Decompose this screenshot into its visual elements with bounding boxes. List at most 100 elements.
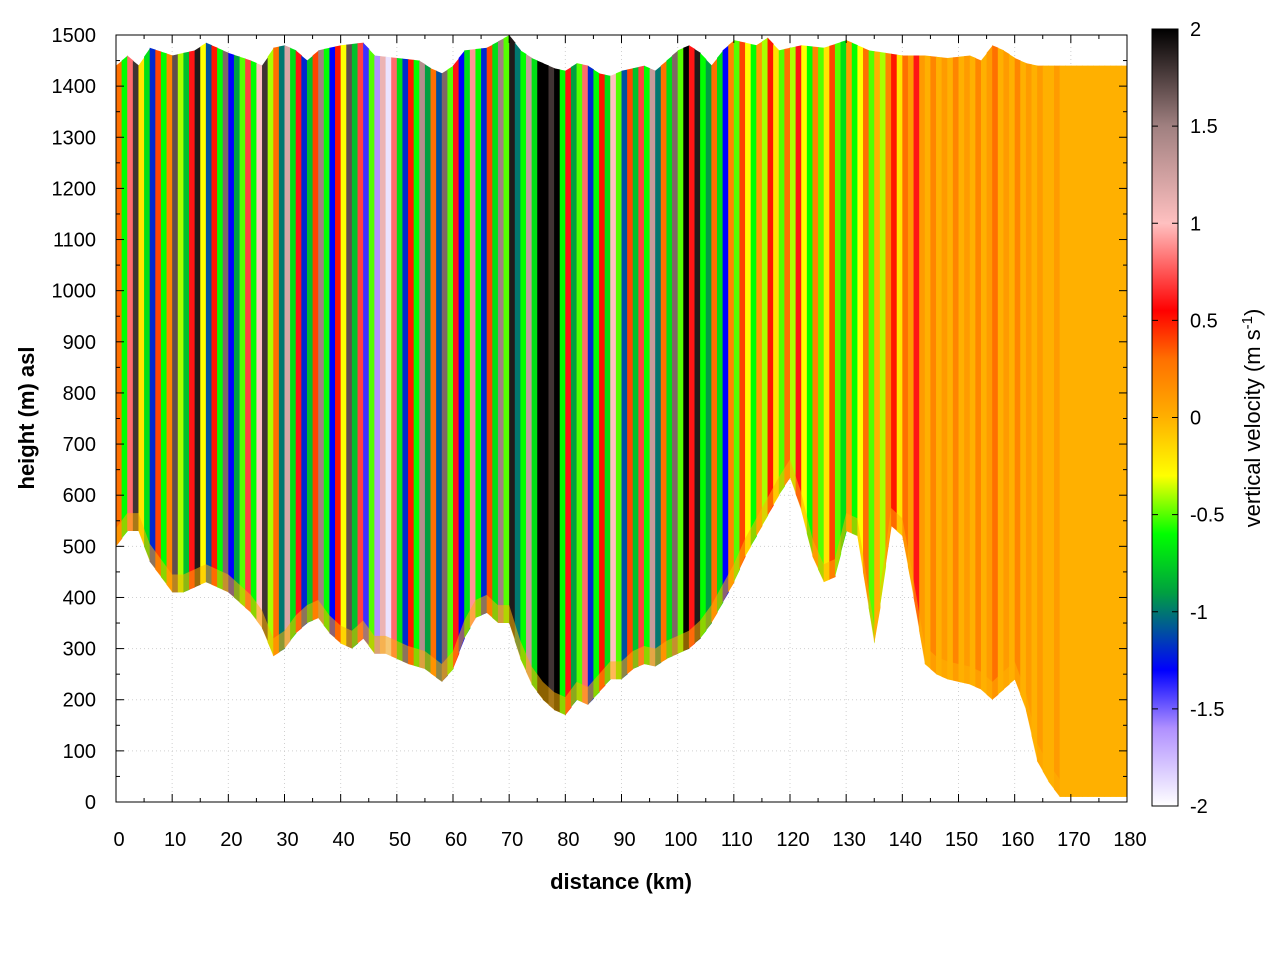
velocity-column <box>902 55 909 567</box>
velocity-column <box>621 69 628 680</box>
velocity-column <box>503 35 510 624</box>
colorbar-tick-label: -1.5 <box>1190 699 1224 721</box>
y-tick-label: 900 <box>63 332 96 354</box>
velocity-column <box>402 58 409 664</box>
velocity-column <box>745 42 752 557</box>
velocity-column <box>155 49 162 578</box>
velocity-column <box>222 50 229 593</box>
velocity-column <box>801 45 808 534</box>
velocity-column <box>340 44 347 647</box>
velocity-column <box>497 38 505 624</box>
colorbar-tick-label: -1 <box>1190 602 1208 624</box>
velocity-column <box>396 58 404 662</box>
x-tick-label: 160 <box>1001 829 1034 851</box>
velocity-column <box>127 55 134 531</box>
colorbar-ticks: -2 -1.5 -1 -0.5 0 0.5 1 1.5 2 <box>1152 19 1224 818</box>
velocity-column <box>453 58 460 670</box>
velocity-column <box>323 47 331 634</box>
velocity-column <box>217 47 224 590</box>
velocity-column <box>868 50 875 644</box>
x-tick-labels: 0 10 20 30 40 50 60 70 80 90 100 110 120 130 140 150 160… <box>113 829 1146 851</box>
velocity-column <box>919 55 926 664</box>
velocity-column <box>211 45 218 588</box>
velocity-column <box>284 45 291 649</box>
velocity-column <box>587 65 595 705</box>
velocity-column <box>177 52 184 593</box>
velocity-column <box>295 50 302 634</box>
velocity-column <box>486 44 493 618</box>
x-tick-label: 90 <box>613 829 635 851</box>
velocity-column <box>172 54 179 593</box>
velocity-column <box>632 66 639 670</box>
velocity-column <box>728 40 735 593</box>
velocity-column <box>368 49 375 654</box>
y-tick-label: 1200 <box>52 178 97 200</box>
velocity-column <box>570 63 578 708</box>
velocity-column <box>969 55 976 687</box>
velocity-column <box>144 47 151 562</box>
velocity-column <box>790 46 797 494</box>
velocity-column <box>913 55 920 631</box>
velocity-column <box>250 60 258 621</box>
velocity-column <box>1059 65 1066 797</box>
velocity-column <box>391 57 398 659</box>
velocity-column <box>767 37 774 516</box>
x-axis-title: distance (km) <box>550 869 692 894</box>
y-axis-title: height (m) asl <box>14 346 39 489</box>
velocity-column <box>357 42 364 644</box>
velocity-column <box>733 40 741 583</box>
velocity-column <box>986 45 993 700</box>
plot-frame <box>115 34 1128 803</box>
velocity-column <box>627 68 634 675</box>
velocity-column <box>806 45 814 557</box>
colorbar-title: vertical velocity (m s-1) <box>1239 309 1265 528</box>
velocity-column <box>649 68 656 667</box>
velocity-column <box>200 42 207 585</box>
velocity-column <box>599 73 606 693</box>
colorbar-tick-label: 1 <box>1190 213 1201 235</box>
velocity-column <box>290 47 297 641</box>
y-tick-label: 1500 <box>52 25 97 47</box>
velocity-column <box>716 50 724 613</box>
velocity-column <box>683 45 690 652</box>
velocity-column <box>121 55 128 539</box>
velocity-column <box>677 47 684 654</box>
velocity-column <box>694 49 701 644</box>
x-tick-label: 180 <box>1113 829 1146 851</box>
velocity-column <box>447 65 454 676</box>
velocity-column <box>660 60 668 663</box>
velocity-column <box>374 55 381 654</box>
y-tick-label: 0 <box>85 792 96 814</box>
velocity-column <box>189 50 196 590</box>
colorbar-title-main: vertical velocity (m s <box>1240 329 1265 527</box>
velocity-column <box>930 56 937 675</box>
velocity-column <box>273 46 280 657</box>
velocity-column <box>1070 65 1078 797</box>
velocity-column <box>1037 65 1044 772</box>
velocity-column <box>464 49 471 639</box>
velocity-column <box>958 56 965 684</box>
colorbar-tick-label: 2 <box>1190 19 1201 41</box>
velocity-column <box>509 35 516 641</box>
velocity-column <box>205 42 213 585</box>
velocity-column <box>306 55 314 624</box>
velocity-column <box>1053 65 1061 797</box>
velocity-column <box>907 55 915 598</box>
velocity-column <box>739 41 746 570</box>
velocity-column <box>778 49 785 496</box>
velocity-column <box>863 47 870 608</box>
y-tick-label: 300 <box>63 639 96 661</box>
velocity-column <box>947 57 954 681</box>
velocity-column <box>615 70 623 680</box>
colorbar-tick-label: -0.5 <box>1190 505 1224 527</box>
x-tick-label: 140 <box>889 829 922 851</box>
velocity-column <box>705 59 712 631</box>
velocity-column <box>980 52 988 695</box>
velocity-column <box>351 43 359 649</box>
velocity-column <box>430 68 437 678</box>
velocity-column <box>256 63 263 629</box>
velocity-column <box>1031 64 1038 762</box>
x-tick-label: 0 <box>113 829 124 851</box>
velocity-column <box>582 64 589 705</box>
velocity-column <box>823 45 830 583</box>
